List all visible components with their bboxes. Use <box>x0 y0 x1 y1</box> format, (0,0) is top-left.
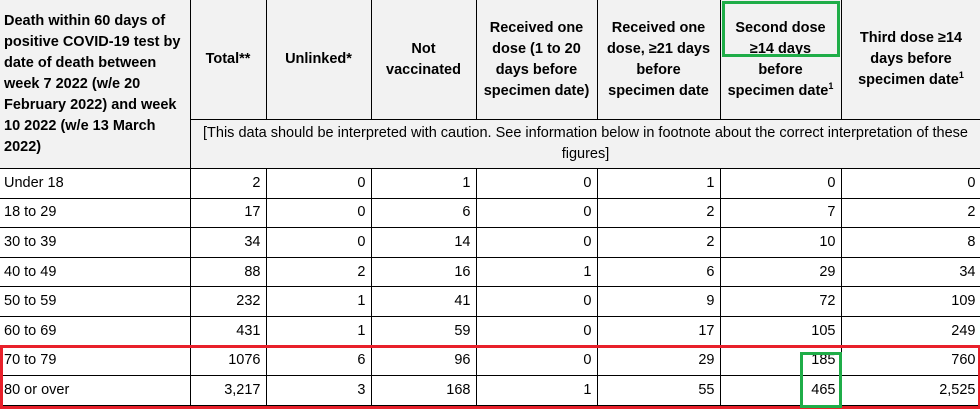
table-cell: 0 <box>475 168 598 199</box>
row-label: 70 to 79 <box>0 345 191 377</box>
table-cell: 34 <box>840 256 980 288</box>
table-cell: 88 <box>189 256 267 288</box>
row-label: Under 18 <box>0 168 191 199</box>
caution-note: [This data should be interpreted with ca… <box>189 119 980 169</box>
table-cell: 760 <box>840 345 980 377</box>
table-cell: 6 <box>596 256 721 288</box>
footnote-marker: 1 <box>828 80 834 91</box>
table-cell: 2 <box>840 197 980 229</box>
table-cell: 109 <box>840 286 980 317</box>
table-cell: 6 <box>370 197 477 229</box>
table-cell: 0 <box>265 197 372 229</box>
table-cell: 0 <box>719 168 842 199</box>
table-cell: 2 <box>596 227 721 258</box>
table-cell: 96 <box>370 345 477 377</box>
table-cell: 0 <box>475 286 598 317</box>
table-cell: 431 <box>189 315 267 347</box>
header-not-vaccinated: Not vaccinated <box>370 0 477 120</box>
table-cell: 0 <box>840 168 980 199</box>
header-second-dose-text: Second dose ≥14 days before specimen dat… <box>727 19 829 99</box>
table-cell: 8 <box>840 227 980 258</box>
row-label: 30 to 39 <box>0 227 191 258</box>
table-row: 80 or over 3,217 3 168 1 55 465 2,525 <box>0 375 980 406</box>
footnote-marker: 1 <box>958 70 964 81</box>
table-cell: 29 <box>719 256 842 288</box>
highlight-green-cells-box <box>800 352 842 408</box>
header-third-dose: Third dose ≥14 days before specimen date… <box>840 0 980 120</box>
table-cell: 105 <box>719 315 842 347</box>
table-cell: 3,217 <box>189 375 267 406</box>
table-cell: 41 <box>370 286 477 317</box>
table-cell: 1076 <box>189 345 267 377</box>
header-total: Total** <box>189 0 267 120</box>
table-cell: 59 <box>370 315 477 347</box>
table-cell: 2,525 <box>840 375 980 406</box>
table-cell: 10 <box>719 227 842 258</box>
row-label: 50 to 59 <box>0 286 191 317</box>
table-cell: 3 <box>265 375 372 406</box>
table-cell: 14 <box>370 227 477 258</box>
table-cell: 1 <box>596 168 721 199</box>
table-row: 40 to 49 88 2 16 1 6 29 34 <box>0 256 980 288</box>
table-cell: 2 <box>265 256 372 288</box>
table-cell: 17 <box>189 197 267 229</box>
table-cell: 2 <box>596 197 721 229</box>
table-cell: 9 <box>596 286 721 317</box>
table-cell: 72 <box>719 286 842 317</box>
header-one-dose-1-20: Received one dose (1 to 20 days before s… <box>475 0 598 120</box>
table-cell: 0 <box>475 227 598 258</box>
table-cell: 0 <box>475 315 598 347</box>
table-cell: 2 <box>189 168 267 199</box>
table-cell: 1 <box>370 168 477 199</box>
table-cell: 0 <box>475 197 598 229</box>
row-label: 60 to 69 <box>0 315 191 347</box>
table-cell: 16 <box>370 256 477 288</box>
header-one-dose-21: Received one dose, ≥21 days before speci… <box>596 0 721 120</box>
table-row: 18 to 29 17 0 6 0 2 7 2 <box>0 197 980 229</box>
table-cell: 465 <box>719 375 842 406</box>
table-cell: 34 <box>189 227 267 258</box>
table-cell: 1 <box>265 286 372 317</box>
table-cell: 0 <box>265 227 372 258</box>
table-cell: 29 <box>596 345 721 377</box>
table-cell: 0 <box>265 168 372 199</box>
table-cell: 1 <box>475 256 598 288</box>
table-cell: 55 <box>596 375 721 406</box>
table-row: Under 18 2 0 1 0 1 0 0 <box>0 168 980 199</box>
table-cell: 17 <box>596 315 721 347</box>
row-label: 18 to 29 <box>0 197 191 229</box>
table-cell: 232 <box>189 286 267 317</box>
header-unlinked: Unlinked* <box>265 0 372 120</box>
table-cell: 168 <box>370 375 477 406</box>
table-row: 30 to 39 34 0 14 0 2 10 8 <box>0 227 980 258</box>
table-cell: 249 <box>840 315 980 347</box>
corner-header: Death within 60 days of positive COVID-1… <box>0 0 191 169</box>
table-row: 50 to 59 232 1 41 0 9 72 109 <box>0 286 980 317</box>
table-cell: 1 <box>265 315 372 347</box>
header-third-dose-text: Third dose ≥14 days before specimen date <box>858 30 963 88</box>
table-cell: 7 <box>719 197 842 229</box>
table-row: 60 to 69 431 1 59 0 17 105 249 <box>0 315 980 347</box>
row-label: 40 to 49 <box>0 256 191 288</box>
highlight-green-header-box <box>722 1 840 57</box>
table-row: 70 to 79 1076 6 96 0 29 185 760 <box>0 345 980 377</box>
